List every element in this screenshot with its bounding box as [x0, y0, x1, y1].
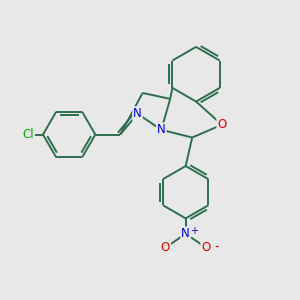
Text: N: N [133, 107, 142, 120]
Text: N: N [181, 227, 190, 240]
Text: +: + [190, 226, 198, 236]
Text: Cl: Cl [22, 128, 34, 141]
Text: N: N [157, 123, 166, 136]
Text: O: O [201, 241, 211, 254]
Text: O: O [217, 118, 226, 131]
Text: O: O [161, 241, 170, 254]
Text: -: - [214, 240, 218, 254]
